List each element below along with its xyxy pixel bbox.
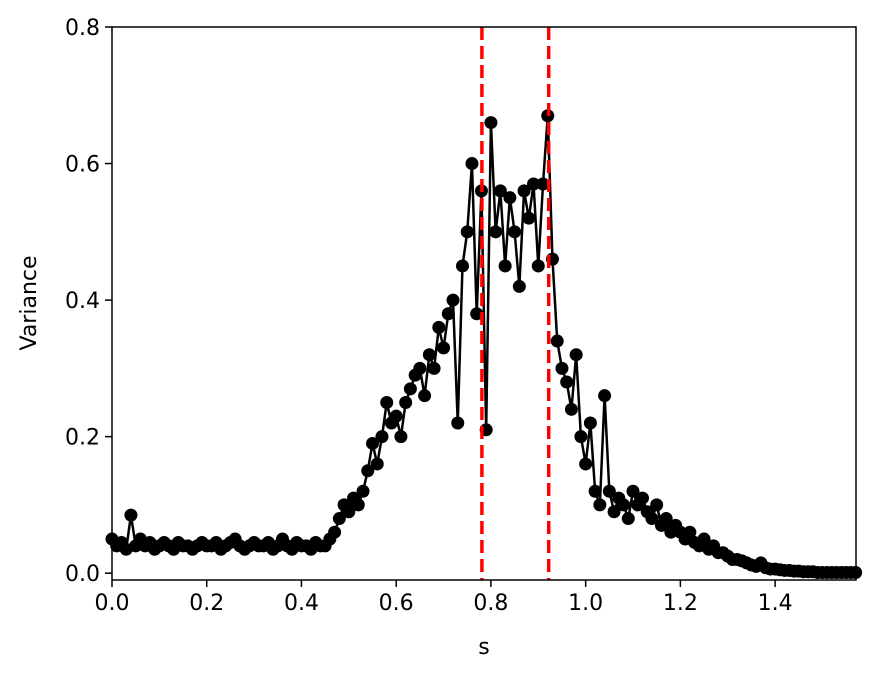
data-point bbox=[370, 457, 384, 471]
y-tick-label: 0.2 bbox=[65, 426, 100, 451]
data-point bbox=[607, 505, 621, 519]
data-point bbox=[564, 402, 578, 416]
x-axis-label: s bbox=[478, 635, 489, 660]
data-point bbox=[489, 225, 503, 239]
data-point bbox=[451, 416, 465, 430]
data-point bbox=[328, 525, 342, 539]
data-point bbox=[380, 395, 394, 409]
x-tick-label: 1.4 bbox=[758, 591, 793, 616]
data-point bbox=[555, 361, 569, 375]
y-tick-label: 0.0 bbox=[65, 562, 100, 587]
y-tick-label: 0.6 bbox=[65, 153, 100, 178]
y-axis-label: Variance bbox=[17, 255, 42, 350]
data-point bbox=[455, 259, 469, 273]
data-point bbox=[361, 464, 375, 478]
data-point bbox=[683, 525, 697, 539]
data-point bbox=[332, 512, 346, 526]
data-point bbox=[527, 177, 541, 191]
data-point bbox=[484, 116, 498, 130]
data-point bbox=[437, 341, 451, 355]
data-point bbox=[351, 498, 365, 512]
data-point bbox=[422, 348, 436, 362]
data-point bbox=[560, 375, 574, 389]
data-point bbox=[399, 395, 413, 409]
data-point bbox=[522, 211, 536, 225]
data-point bbox=[470, 307, 484, 321]
data-point bbox=[650, 498, 664, 512]
data-point bbox=[441, 307, 455, 321]
data-point bbox=[432, 320, 446, 334]
data-point bbox=[389, 409, 403, 423]
data-point bbox=[536, 177, 550, 191]
data-point bbox=[635, 491, 649, 505]
data-point bbox=[413, 361, 427, 375]
data-point bbox=[569, 348, 583, 362]
data-point bbox=[550, 334, 564, 348]
data-point bbox=[588, 484, 602, 498]
data-point bbox=[598, 389, 612, 403]
data-point bbox=[517, 184, 531, 198]
data-point bbox=[366, 436, 380, 450]
data-point bbox=[124, 508, 138, 522]
data-point bbox=[574, 430, 588, 444]
x-tick-label: 1.0 bbox=[568, 591, 603, 616]
data-point bbox=[583, 416, 597, 430]
plot-frame bbox=[111, 26, 857, 581]
y-tick-label: 0.4 bbox=[65, 289, 100, 314]
data-point bbox=[446, 293, 460, 307]
data-point bbox=[403, 382, 417, 396]
data-point bbox=[697, 532, 711, 546]
data-point bbox=[342, 505, 356, 519]
data-point bbox=[593, 498, 607, 512]
x-tick-label: 0.8 bbox=[473, 591, 508, 616]
x-tick-label: 0.6 bbox=[379, 591, 414, 616]
x-tick-label: 0.4 bbox=[284, 591, 319, 616]
data-point bbox=[621, 512, 635, 526]
data-point bbox=[498, 259, 512, 273]
data-point bbox=[579, 457, 593, 471]
x-tick-label: 0.2 bbox=[189, 591, 224, 616]
data-point bbox=[493, 184, 507, 198]
data-point bbox=[418, 389, 432, 403]
x-tick-label: 1.2 bbox=[663, 591, 698, 616]
data-point bbox=[512, 279, 526, 293]
data-point bbox=[617, 498, 631, 512]
data-point bbox=[394, 430, 408, 444]
data-point bbox=[645, 512, 659, 526]
data-point bbox=[602, 484, 616, 498]
x-tick-label: 0.0 bbox=[95, 591, 130, 616]
data-point bbox=[427, 361, 441, 375]
data-point bbox=[531, 259, 545, 273]
y-tick-label: 0.8 bbox=[65, 16, 100, 41]
data-point bbox=[375, 430, 389, 444]
series-line bbox=[110, 115, 856, 574]
data-point bbox=[626, 484, 640, 498]
data-point bbox=[356, 484, 370, 498]
data-point bbox=[503, 191, 517, 205]
data-point bbox=[508, 225, 522, 239]
data-point bbox=[659, 512, 673, 526]
data-point bbox=[460, 225, 474, 239]
data-point bbox=[465, 157, 479, 171]
